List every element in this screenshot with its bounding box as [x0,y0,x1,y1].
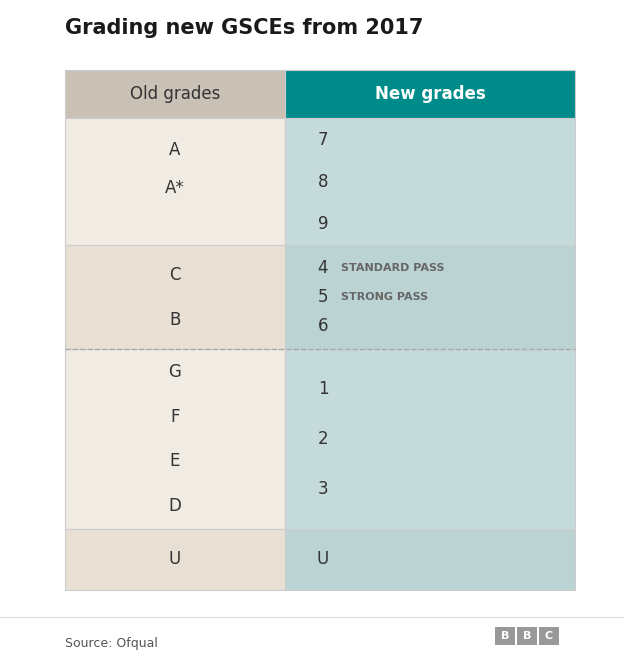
Bar [285,349,575,529]
Text: Grading new GSCEs from 2017: Grading new GSCEs from 2017 [65,18,423,38]
Text: 8: 8 [318,173,328,191]
Text: 5: 5 [318,289,328,307]
Bar [65,245,285,349]
Bar [65,349,285,529]
Text: Source: Ofqual: Source: Ofqual [65,636,158,650]
Bar [65,70,285,118]
Bar [65,529,285,590]
Text: 3: 3 [318,480,328,498]
Text: 6: 6 [318,317,328,335]
Bar [285,245,575,349]
Bar [65,118,285,245]
Text: A: A [169,141,181,159]
Text: C: C [545,631,553,641]
Text: G: G [168,362,182,380]
Bar [517,627,537,645]
Bar [285,529,575,590]
Text: B: B [501,631,509,641]
Text: F: F [170,408,180,426]
Text: U: U [169,551,181,569]
Bar [285,118,575,245]
Text: Old grades: Old grades [130,85,220,103]
Text: 2: 2 [318,430,328,448]
Bar [495,627,515,645]
Text: 9: 9 [318,215,328,233]
Bar [539,627,559,645]
Bar [285,70,575,118]
Text: B: B [169,311,181,329]
Text: C: C [169,265,181,283]
Text: B: B [523,631,531,641]
Text: 7: 7 [318,130,328,149]
Text: 4: 4 [318,259,328,277]
Text: STRONG PASS: STRONG PASS [341,293,428,303]
Text: A*: A* [165,179,185,197]
Text: D: D [168,497,182,515]
Text: 1: 1 [318,380,328,398]
Text: STANDARD PASS: STANDARD PASS [341,263,444,273]
Text: New grades: New grades [374,85,485,103]
Text: E: E [170,452,180,470]
Text: U: U [317,551,329,569]
